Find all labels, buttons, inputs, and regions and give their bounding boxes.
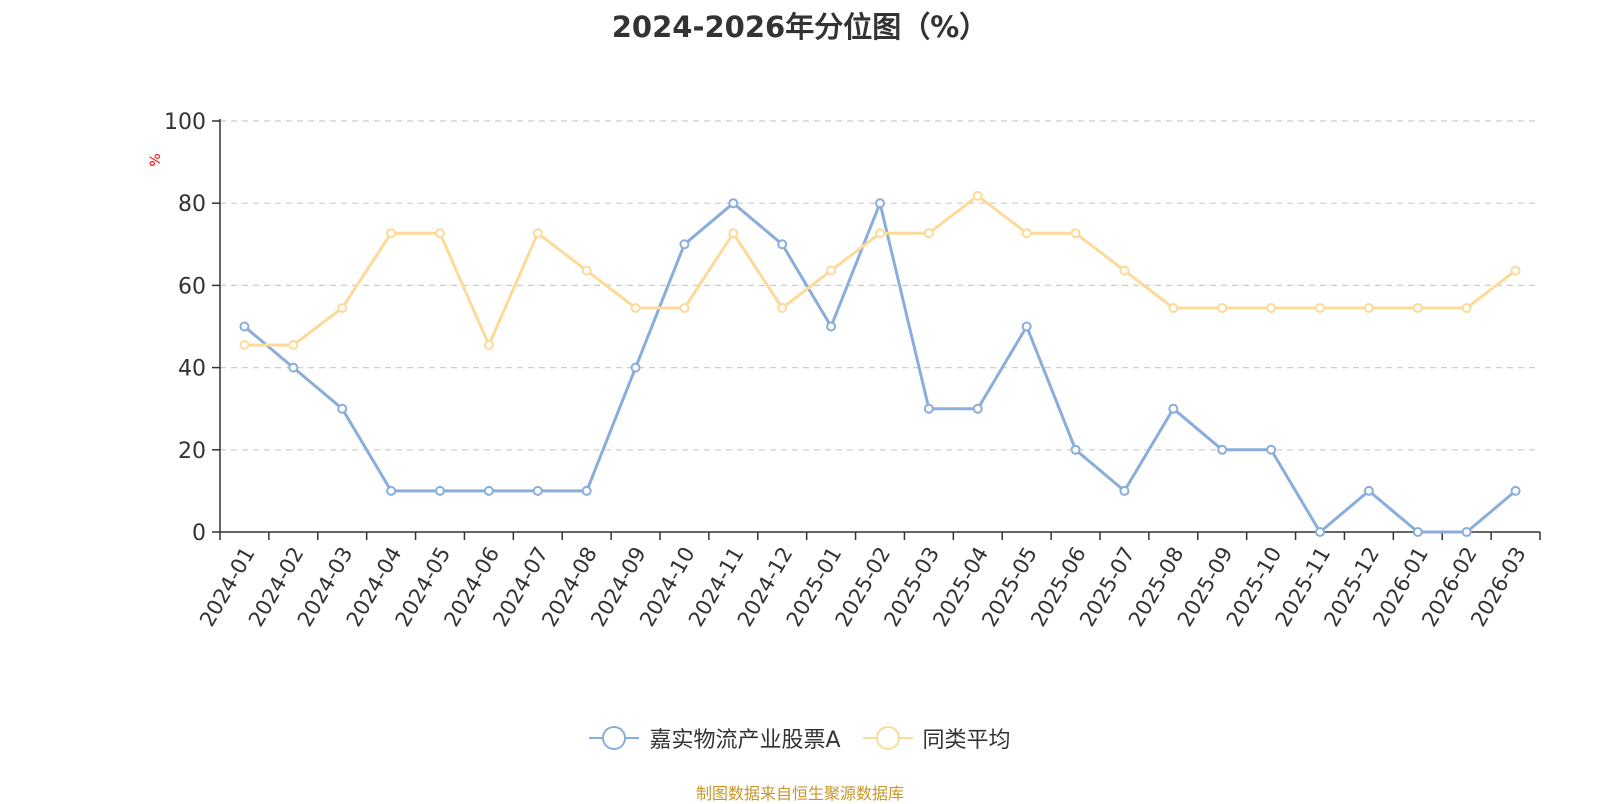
data-point-peer-average xyxy=(1315,303,1325,314)
data-point-peer-average xyxy=(1510,265,1521,276)
data-point-fund xyxy=(1168,403,1179,414)
legend-line-circle-icon xyxy=(862,726,913,750)
data-point-fund xyxy=(875,198,885,209)
data-point-peer-average xyxy=(1266,303,1277,314)
y-tick-label: 60 xyxy=(178,274,206,299)
data-point-fund xyxy=(581,485,592,496)
y-tick-label: 20 xyxy=(178,439,206,464)
y-axis-unit-label: % xyxy=(148,153,164,166)
axes: 0204060801002024-012024-022024-032024-04… xyxy=(164,110,1541,631)
y-tick-label: 40 xyxy=(178,357,206,382)
data-point-fund xyxy=(337,403,348,414)
data-point-peer-average xyxy=(1119,265,1130,276)
data-point-peer-average xyxy=(581,265,592,276)
data-point-peer-average xyxy=(1168,303,1179,314)
legend: 嘉实物流产业股票A 同类平均 xyxy=(0,722,1600,754)
data-point-fund xyxy=(1070,444,1081,455)
data-point-peer-average xyxy=(923,228,934,239)
data-point-peer-average xyxy=(483,339,494,350)
data-point-fund xyxy=(1315,527,1325,537)
y-tick-label: 80 xyxy=(178,192,206,217)
data-point-peer-average xyxy=(386,228,397,239)
data-point-peer-average xyxy=(1021,228,1032,239)
data-point-fund xyxy=(386,485,397,496)
y-tick-label: 100 xyxy=(164,110,206,135)
data-point-fund xyxy=(1461,527,1472,537)
legend-item-fund[interactable]: 嘉实物流产业股票A xyxy=(589,722,841,754)
data-point-fund xyxy=(972,403,983,414)
data-point-fund xyxy=(630,362,641,373)
data-point-fund xyxy=(728,198,739,209)
data-point-fund xyxy=(532,485,543,496)
grid-lines xyxy=(220,120,1540,451)
data-point-peer-average xyxy=(679,303,690,314)
legend-label-peer-average: 同类平均 xyxy=(922,728,1011,753)
series-line-peer-average xyxy=(244,194,1517,347)
data-point-fund xyxy=(679,239,690,250)
data-point-fund xyxy=(483,485,494,496)
data-point-fund xyxy=(435,485,445,496)
legend-line-circle-icon xyxy=(589,726,640,750)
data-point-fund xyxy=(1021,321,1032,332)
data-point-peer-average xyxy=(239,339,250,350)
data-point-fund xyxy=(777,239,788,250)
source-note: 制图数据来自恒生聚源数据库 xyxy=(695,784,904,803)
legend-label-fund: 嘉实物流产业股票A xyxy=(649,728,841,753)
chart-title: 2024-2026年分位图（%） xyxy=(611,10,989,44)
data-point-fund xyxy=(1217,444,1228,455)
y-tick-label: 0 xyxy=(192,521,206,546)
data-point-peer-average xyxy=(875,228,885,239)
data-point-peer-average xyxy=(1363,303,1374,314)
data-point-peer-average xyxy=(435,228,445,239)
data-point-peer-average xyxy=(288,339,299,350)
data-point-peer-average xyxy=(337,303,348,314)
legend-item-peer-average[interactable]: 同类平均 xyxy=(862,722,1011,754)
data-point-peer-average xyxy=(630,303,641,314)
data-point-fund xyxy=(1412,527,1423,537)
data-point-fund xyxy=(1363,485,1374,496)
data-point-fund xyxy=(1266,444,1277,455)
data-points xyxy=(239,190,1521,537)
data-point-fund xyxy=(239,321,250,332)
data-point-peer-average xyxy=(532,228,543,239)
data-point-fund xyxy=(826,321,837,332)
data-point-fund xyxy=(1510,485,1521,496)
series-lines xyxy=(243,194,1517,534)
data-point-fund xyxy=(288,362,299,373)
data-point-peer-average xyxy=(1412,303,1423,314)
data-point-fund xyxy=(1119,485,1130,496)
data-point-peer-average xyxy=(777,303,788,314)
data-point-peer-average xyxy=(972,190,983,201)
data-point-peer-average xyxy=(728,228,739,239)
data-point-peer-average xyxy=(826,265,837,276)
data-point-fund xyxy=(923,403,934,414)
data-point-peer-average xyxy=(1461,303,1472,314)
data-point-peer-average xyxy=(1070,228,1081,239)
data-point-peer-average xyxy=(1217,303,1228,314)
